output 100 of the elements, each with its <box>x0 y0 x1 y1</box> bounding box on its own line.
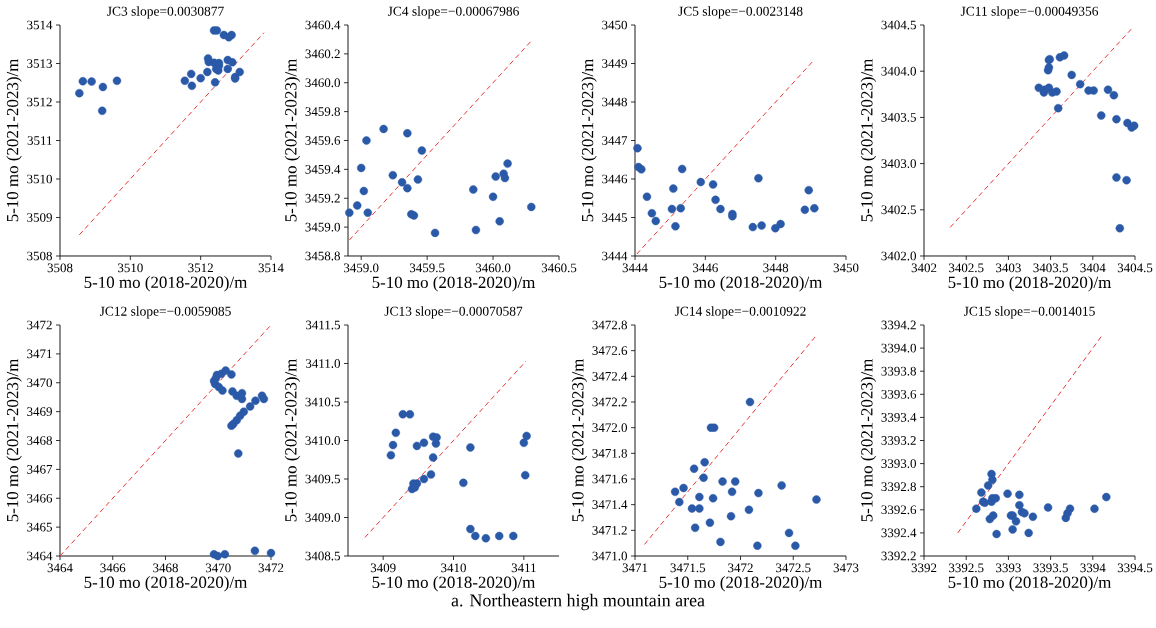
y-tick-label: 3403.5 <box>881 113 916 122</box>
chart-title: JC13 slope=−0.00070587 <box>384 306 523 319</box>
y-tick-label: 3449 <box>602 59 627 68</box>
y-tick-label: 3459.2 <box>305 193 340 203</box>
y-tick-label: 3472.2 <box>592 397 627 407</box>
chart-title: JC12 slope=−0.0059085 <box>99 306 231 319</box>
y-tick-label: 3458.8 <box>305 251 340 261</box>
y-tick-label: 3471.0 <box>592 551 627 561</box>
y-tick-label: 3472.8 <box>592 320 627 330</box>
y-axis-title: 5-10 mo (2021-2023)/m <box>581 58 597 222</box>
x-axis-title: 5-10 mo (2018-2020)/m <box>84 276 248 292</box>
x-tick-label: 3446 <box>693 263 718 273</box>
x-tick-label: 3404.5 <box>1117 263 1153 273</box>
y-axis-title: 5-10 mo (2021-2023)/m <box>284 58 301 222</box>
y-tick-label: 3444 <box>602 251 628 261</box>
y-axis-title: 5-10 mo (2021-2023)/m <box>6 358 22 522</box>
x-tick-label: 3403 <box>996 263 1021 273</box>
x-axis-title: 5-10 mo (2018-2020)/m <box>659 576 823 592</box>
y-tick-label: 3459.8 <box>305 107 340 117</box>
y-tick-label: 3508 <box>27 251 52 261</box>
x-tick-label: 3459.5 <box>409 263 445 273</box>
y-tick-label: 3393.8 <box>881 366 916 376</box>
y-tick-label: 3392.2 <box>881 551 916 561</box>
y-tick-label: 3466 <box>27 493 53 503</box>
y-tick-label: 3460.4 <box>305 20 341 30</box>
x-tick-label: 3472 <box>258 563 284 573</box>
y-tick-label: 3472.0 <box>592 423 627 433</box>
x-tick-label: 3392.5 <box>949 563 984 573</box>
y-tick-label: 3464 <box>27 551 53 561</box>
x-tick-label: 3472.5 <box>776 563 811 573</box>
x-tick-label: 3473 <box>833 563 859 573</box>
chart-title: JC14 slope=−0.0010922 <box>674 306 806 319</box>
y-tick-label: 3509 <box>27 213 52 222</box>
x-tick-label: 3402.5 <box>949 263 984 273</box>
chart-title: JC11 slope=−0.00049356 <box>960 6 1099 19</box>
x-axis-title: 5-10 mo (2018-2020)/m <box>84 576 248 592</box>
x-tick-label: 3460.5 <box>541 263 577 273</box>
y-tick-label: 3392.6 <box>881 505 917 515</box>
y-tick-label: 3472 <box>27 320 52 330</box>
y-tick-label: 3510 <box>27 174 52 184</box>
y-tick-label: 3513 <box>27 59 52 68</box>
y-tick-label: 3446 <box>602 174 628 184</box>
y-tick-label: 3411.0 <box>305 359 341 368</box>
y-tick-label: 3445 <box>602 213 627 222</box>
y-tick-label: 3472.4 <box>592 371 628 381</box>
y-tick-label: 3394.2 <box>881 320 916 330</box>
x-axis-title: 5-10 mo (2018-2020)/m <box>948 576 1112 592</box>
x-axis-title: 5-10 mo (2018-2020)/m <box>372 576 536 592</box>
chart-title: JC15 slope=−0.0014015 <box>963 306 1095 319</box>
x-tick-label: 3514 <box>258 263 284 273</box>
y-tick-label: 3393.4 <box>881 413 917 422</box>
y-tick-label: 3410.0 <box>305 436 341 445</box>
chart-title: JC3 slope=0.0030877 <box>107 6 224 19</box>
y-tick-label: 3469 <box>27 407 52 416</box>
y-tick-label: 3460.0 <box>305 78 340 88</box>
y-tick-label: 3471 <box>27 349 52 359</box>
chart-title: JC5 slope=−0.0023148 <box>678 6 803 19</box>
y-axis-title: 5-10 mo (2021-2023)/m <box>571 358 588 522</box>
x-tick-label: 3470 <box>205 563 231 573</box>
y-tick-label: 3393.6 <box>881 389 917 399</box>
y-tick-label: 3404.5 <box>881 20 916 30</box>
x-tick-label: 3393 <box>996 563 1021 573</box>
x-tick-label: 3410 <box>441 563 466 573</box>
x-tick-label: 3444 <box>622 263 648 273</box>
y-tick-label: 3511 <box>27 136 52 145</box>
y-tick-label: 3392.4 <box>881 528 917 538</box>
y-tick-label: 3467 <box>27 465 53 474</box>
x-axis-title: 5-10 mo (2018-2020)/m <box>372 276 536 292</box>
x-tick-label: 3468 <box>153 563 178 573</box>
y-tick-label: 3459.6 <box>305 136 341 145</box>
y-tick-label: 3514 <box>27 20 53 30</box>
y-tick-label: 3459.0 <box>305 222 340 232</box>
x-axis-title: 5-10 mo (2018-2020)/m <box>948 276 1112 292</box>
x-tick-label: 3409 <box>370 563 396 573</box>
y-tick-label: 3404.0 <box>881 66 916 76</box>
y-tick-label: 3448 <box>602 97 627 107</box>
x-tick-label: 3464 <box>47 563 73 573</box>
y-tick-label: 3447 <box>602 136 628 145</box>
y-tick-label: 3410.5 <box>305 397 340 407</box>
text: a. Northeastern high mountain area <box>451 593 705 611</box>
x-tick-label: 3471 <box>622 563 648 573</box>
y-tick-label: 3409.5 <box>305 474 340 484</box>
y-tick-label: 3512 <box>27 97 52 107</box>
y-tick-label: 3450 <box>602 20 627 30</box>
x-tick-label: 3394 <box>1080 563 1106 573</box>
x-tick-label: 3508 <box>47 263 73 273</box>
y-tick-label: 3411.5 <box>305 320 340 330</box>
x-tick-label: 3448 <box>763 263 789 273</box>
y-axis-title: 5-10 mo (2021-2023)/m <box>860 58 877 222</box>
y-tick-label: 3468 <box>27 436 52 445</box>
y-tick-label: 3472.6 <box>592 346 628 356</box>
x-tick-label: 3471.5 <box>670 563 706 573</box>
y-tick-label: 3471.2 <box>592 525 627 535</box>
y-tick-label: 3465 <box>27 522 52 532</box>
x-tick-label: 3512 <box>188 263 213 273</box>
x-tick-label: 3510 <box>118 263 143 273</box>
y-tick-label: 3460.2 <box>305 49 340 59</box>
y-tick-label: 3392.8 <box>881 482 916 492</box>
y-axis-title: 5-10 mo (2021-2023)/m <box>6 58 22 222</box>
y-tick-label: 3394.0 <box>881 343 916 353</box>
